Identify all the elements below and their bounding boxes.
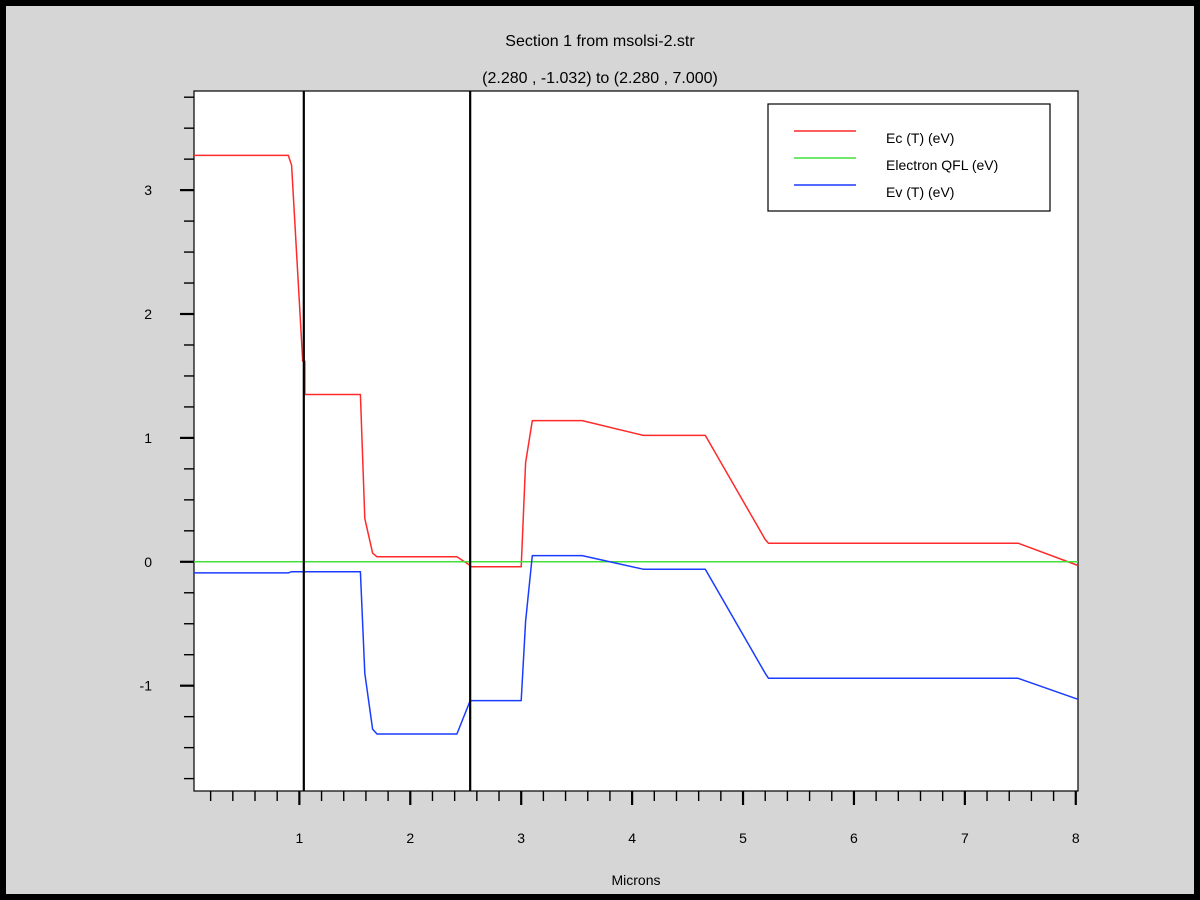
y-tick-label: -1 — [140, 678, 153, 694]
chart-svg: 3 2 1 0 -1 1 2 3 4 5 6 7 8 Ec (T) (eV) Electron QFL … — [140, 90, 1080, 846]
x-tick-label: 2 — [406, 830, 414, 846]
legend-label-electron-qfl: Electron QFL (eV) — [886, 157, 998, 173]
chart-subtitle: (2.280 , -1.032) to (2.280 , 7.000) — [482, 70, 718, 87]
chart-window: 3 2 1 0 -1 1 2 3 4 5 6 7 8 Ec (T) (eV) Electron QFL … — [6, 6, 1194, 894]
x-tick-label: 3 — [517, 830, 525, 846]
y-tick-label: 2 — [144, 306, 152, 322]
x-tick-label: 1 — [295, 830, 303, 846]
legend-label-ec: Ec (T) (eV) — [886, 130, 954, 146]
x-tick-label: 5 — [739, 830, 747, 846]
y-tick-label: 1 — [144, 430, 152, 446]
vertical-lines-layer — [302, 91, 472, 791]
chart-title: Section 1 from msolsi-2.str — [505, 33, 695, 50]
legend-label-ev: Ev (T) (eV) — [886, 184, 954, 200]
x-axis-label: Microns — [611, 872, 661, 888]
series-line-ev — [194, 554, 1079, 735]
x-tick-label: 7 — [961, 830, 969, 846]
axes-layer: 3 2 1 0 -1 1 2 3 4 5 6 7 8 — [140, 96, 1080, 846]
y-tick-label: 3 — [144, 182, 152, 198]
x-tick-label: 4 — [628, 830, 636, 846]
x-tick-label: 8 — [1072, 830, 1080, 846]
legend: Ec (T) (eV) Electron QFL (eV) Ev (T) (eV… — [767, 103, 1051, 212]
y-tick-label: 0 — [144, 554, 152, 570]
x-tick-label: 6 — [850, 830, 858, 846]
